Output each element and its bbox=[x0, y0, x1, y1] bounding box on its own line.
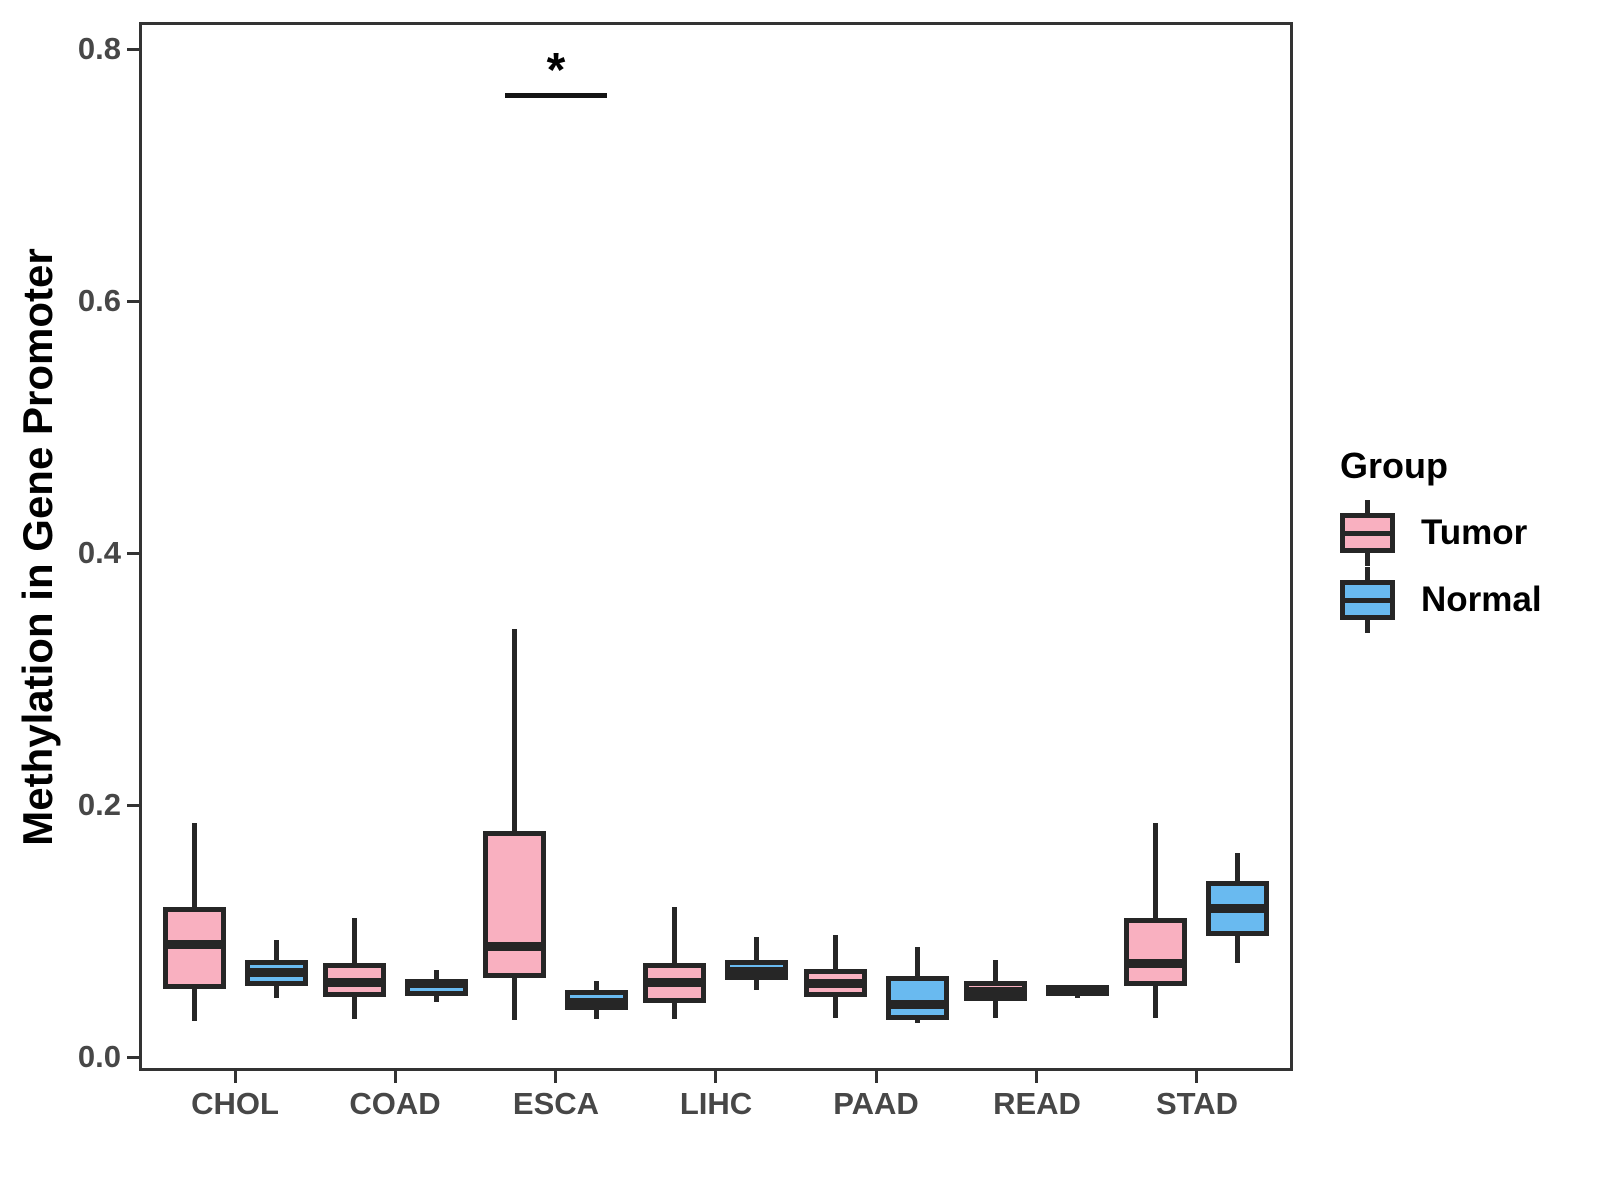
median-normal-paad bbox=[886, 1000, 949, 1009]
x-tick-label-paad: PAAD bbox=[833, 1086, 919, 1121]
x-tick-mark bbox=[714, 1071, 717, 1083]
x-tick-label-coad: COAD bbox=[349, 1086, 441, 1121]
box-normal-paad bbox=[886, 976, 949, 1020]
y-tick-label: 0.6 bbox=[77, 283, 121, 318]
significance-bar bbox=[505, 93, 607, 98]
median-normal-lihc bbox=[725, 967, 788, 976]
x-tick-label-stad: STAD bbox=[1155, 1086, 1239, 1121]
box-tumor-esca bbox=[483, 831, 546, 978]
whisker-tumor-esca bbox=[512, 629, 517, 1020]
y-tick-label: 0.2 bbox=[77, 787, 121, 822]
significance-star: * bbox=[546, 44, 566, 97]
x-tick-label-esca: ESCA bbox=[512, 1086, 600, 1121]
legend-label-tumor: Tumor bbox=[1421, 513, 1528, 552]
legend: Group Tumor Normal bbox=[1340, 444, 1600, 634]
legend-glyph-median bbox=[1340, 531, 1395, 536]
legend-title: Group bbox=[1340, 445, 1448, 486]
y-tick-label: 0.4 bbox=[77, 535, 121, 570]
median-normal-coad bbox=[405, 979, 468, 988]
median-normal-read bbox=[1046, 987, 1109, 996]
median-tumor-read bbox=[964, 987, 1027, 996]
tumor-boxplot-icon bbox=[1340, 500, 1395, 566]
median-tumor-chol bbox=[163, 940, 226, 949]
plot-panel bbox=[139, 22, 1293, 1071]
legend-item-normal: Normal bbox=[1340, 567, 1600, 633]
y-tick-mark bbox=[127, 1056, 139, 1059]
legend-label-normal: Normal bbox=[1421, 580, 1542, 619]
x-tick-mark bbox=[394, 1071, 397, 1083]
median-tumor-lihc bbox=[643, 978, 706, 987]
x-tick-mark bbox=[1195, 1071, 1198, 1083]
y-tick-mark bbox=[127, 300, 139, 303]
y-tick-mark bbox=[127, 48, 139, 51]
median-normal-stad bbox=[1206, 904, 1269, 913]
x-tick-mark bbox=[554, 1071, 557, 1083]
median-tumor-paad bbox=[804, 979, 867, 988]
y-tick-label: 0.8 bbox=[77, 31, 121, 66]
median-normal-esca bbox=[565, 998, 628, 1007]
median-tumor-coad bbox=[323, 978, 386, 987]
legend-glyph-median bbox=[1340, 598, 1395, 603]
x-tick-label-lihc: LIHC bbox=[679, 1086, 753, 1121]
median-normal-chol bbox=[245, 968, 308, 977]
normal-boxplot-icon bbox=[1340, 567, 1395, 633]
x-tick-mark bbox=[234, 1071, 237, 1083]
box-tumor-stad bbox=[1124, 918, 1187, 986]
legend-item-tumor: Tumor bbox=[1340, 500, 1600, 566]
x-tick-label-read: READ bbox=[993, 1086, 1081, 1121]
y-tick-mark bbox=[127, 552, 139, 555]
y-tick-label: 0.0 bbox=[77, 1039, 121, 1074]
y-tick-mark bbox=[127, 804, 139, 807]
median-tumor-stad bbox=[1124, 959, 1187, 968]
median-tumor-esca bbox=[483, 942, 546, 951]
x-tick-label-chol: CHOL bbox=[191, 1086, 279, 1121]
x-tick-mark bbox=[875, 1071, 878, 1083]
x-tick-mark bbox=[1035, 1071, 1038, 1083]
